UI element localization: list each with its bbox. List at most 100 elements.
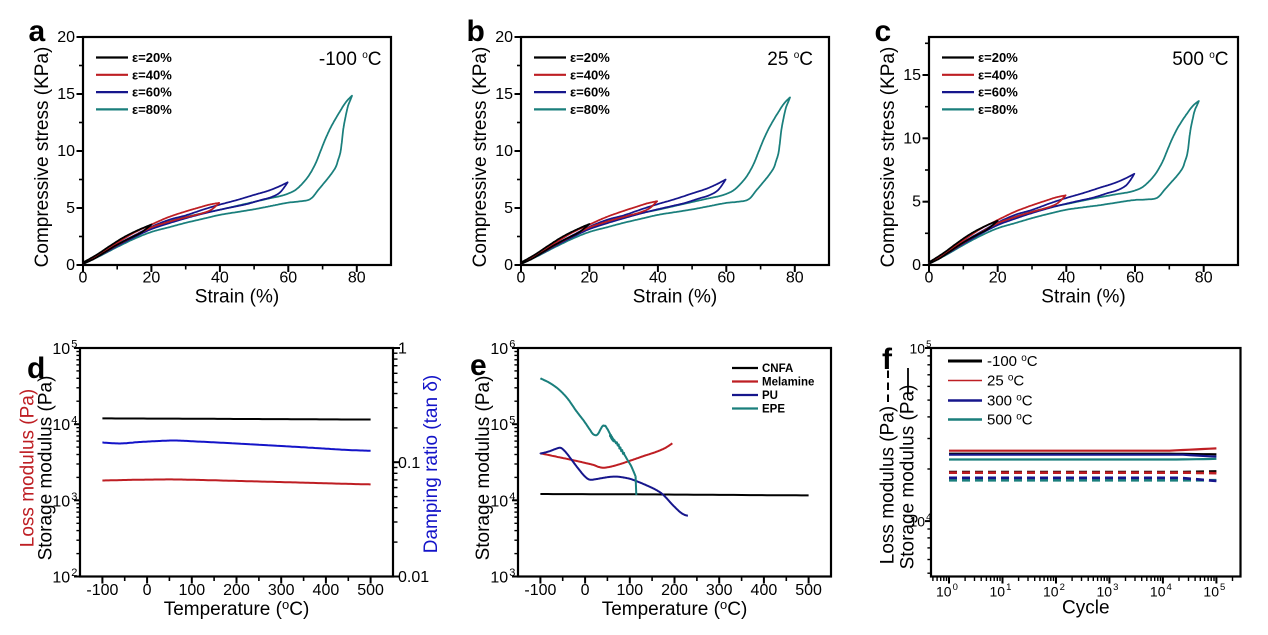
svg-text:Compressive stress (KPa): Compressive stress (KPa) (470, 47, 491, 268)
svg-text:Temperature (oC): Temperature (oC) (602, 597, 748, 620)
svg-text:10: 10 (1097, 584, 1113, 600)
svg-text:ε=20%: ε=20% (570, 50, 610, 65)
svg-text:4: 4 (509, 491, 515, 503)
svg-text:10: 10 (495, 143, 513, 160)
svg-text:0: 0 (504, 257, 513, 274)
svg-text:0: 0 (912, 257, 921, 274)
svg-text:20: 20 (989, 270, 1007, 287)
svg-text:ε=40%: ε=40% (570, 67, 610, 82)
svg-text:10: 10 (490, 570, 508, 587)
svg-text:CNFA: CNFA (762, 363, 793, 375)
svg-text:10: 10 (490, 341, 508, 358)
svg-text:200: 200 (661, 582, 688, 599)
svg-text:3: 3 (71, 491, 77, 503)
svg-text:ε=80%: ε=80% (132, 102, 172, 117)
svg-text:80: 80 (786, 270, 804, 287)
svg-text:EPE: EPE (762, 404, 785, 416)
svg-text:20: 20 (143, 270, 161, 287)
svg-text:25 oC: 25 oC (767, 49, 813, 70)
svg-text:20: 20 (581, 270, 599, 287)
svg-text:f: f (882, 343, 893, 376)
svg-text:Storage modulus (Pa): Storage modulus (Pa) (473, 376, 494, 561)
svg-text:10: 10 (1150, 584, 1166, 600)
svg-text:5: 5 (912, 194, 921, 211)
svg-text:2: 2 (1060, 582, 1065, 593)
svg-text:300: 300 (706, 582, 733, 599)
svg-text:500 oC: 500 oC (1172, 49, 1228, 70)
svg-text:e: e (470, 349, 487, 382)
svg-text:10: 10 (910, 341, 926, 357)
svg-text:80: 80 (1195, 270, 1213, 287)
svg-text:500 oC: 500 oC (987, 412, 1033, 429)
svg-text:-100 oC: -100 oC (987, 353, 1038, 370)
svg-text:100: 100 (178, 582, 205, 599)
svg-text:Damping ratio (tan δ): Damping ratio (tan δ) (421, 375, 442, 553)
svg-text:ε=60%: ε=60% (570, 85, 610, 100)
svg-text:ε=80%: ε=80% (570, 102, 610, 117)
svg-text:300: 300 (268, 582, 295, 599)
svg-text:-100 oC: -100 oC (319, 49, 382, 70)
svg-text:25 oC: 25 oC (987, 373, 1024, 390)
svg-text:4: 4 (1167, 582, 1172, 593)
svg-text:10: 10 (490, 417, 508, 434)
svg-text:3: 3 (509, 567, 515, 579)
svg-text:2: 2 (71, 567, 77, 579)
svg-text:60: 60 (717, 270, 735, 287)
svg-text:0: 0 (953, 582, 958, 593)
svg-text:10: 10 (1203, 584, 1219, 600)
svg-text:4: 4 (926, 512, 931, 523)
svg-text:ε=40%: ε=40% (132, 67, 172, 82)
svg-text:ε=20%: ε=20% (978, 50, 1018, 65)
svg-text:10: 10 (936, 584, 952, 600)
svg-text:d: d (27, 352, 45, 385)
svg-text:0: 0 (581, 582, 590, 599)
svg-text:40: 40 (649, 270, 667, 287)
svg-text:Temperature (oC): Temperature (oC) (164, 597, 310, 620)
svg-text:ε=60%: ε=60% (978, 85, 1018, 100)
svg-text:a: a (29, 15, 46, 48)
svg-text:5: 5 (509, 415, 515, 427)
svg-text:PU: PU (762, 390, 778, 402)
svg-text:10: 10 (52, 341, 70, 358)
svg-text:10: 10 (52, 417, 70, 434)
svg-text:1: 1 (1006, 582, 1011, 593)
svg-text:20: 20 (495, 29, 513, 46)
svg-text:Strain (%): Strain (%) (195, 287, 279, 308)
svg-text:500: 500 (357, 582, 384, 599)
svg-text:10: 10 (52, 570, 70, 587)
svg-text:40: 40 (211, 270, 229, 287)
svg-text:Storage modulus (Pa): Storage modulus (Pa) (36, 376, 57, 561)
svg-text:Melamine: Melamine (762, 377, 814, 389)
svg-text:5: 5 (66, 200, 75, 217)
svg-text:ε=80%: ε=80% (978, 102, 1018, 117)
svg-text:5: 5 (1220, 582, 1225, 593)
svg-text:0: 0 (925, 270, 934, 287)
svg-text:Strain (%): Strain (%) (1041, 287, 1125, 308)
svg-text:500: 500 (795, 582, 822, 599)
svg-text:0: 0 (79, 270, 88, 287)
svg-text:100: 100 (616, 582, 643, 599)
svg-text:6: 6 (509, 339, 515, 351)
svg-text:ε=20%: ε=20% (132, 50, 172, 65)
svg-text:10: 10 (57, 143, 75, 160)
svg-text:Compressive stress (KPa): Compressive stress (KPa) (32, 47, 53, 268)
svg-text:0.1: 0.1 (398, 455, 420, 472)
svg-text:Loss modulus (Pa): Loss modulus (Pa) (18, 389, 39, 547)
svg-text:1: 1 (398, 341, 407, 358)
svg-text:0.01: 0.01 (398, 569, 429, 586)
svg-text:15: 15 (495, 86, 513, 103)
svg-text:ε=40%: ε=40% (978, 67, 1018, 82)
svg-text:ε=60%: ε=60% (132, 85, 172, 100)
svg-text:b: b (467, 15, 485, 48)
svg-text:200: 200 (223, 582, 250, 599)
svg-text:10: 10 (1043, 584, 1059, 600)
svg-text:0: 0 (517, 270, 526, 287)
svg-text:15: 15 (903, 67, 921, 84)
svg-text:5: 5 (71, 339, 77, 351)
svg-text:c: c (875, 15, 892, 48)
svg-text:15: 15 (57, 86, 75, 103)
svg-text:Storage modulus (Pa): Storage modulus (Pa) (898, 385, 919, 570)
svg-text:60: 60 (279, 270, 297, 287)
svg-text:Cycle: Cycle (1062, 598, 1110, 619)
svg-text:-100: -100 (86, 582, 118, 599)
